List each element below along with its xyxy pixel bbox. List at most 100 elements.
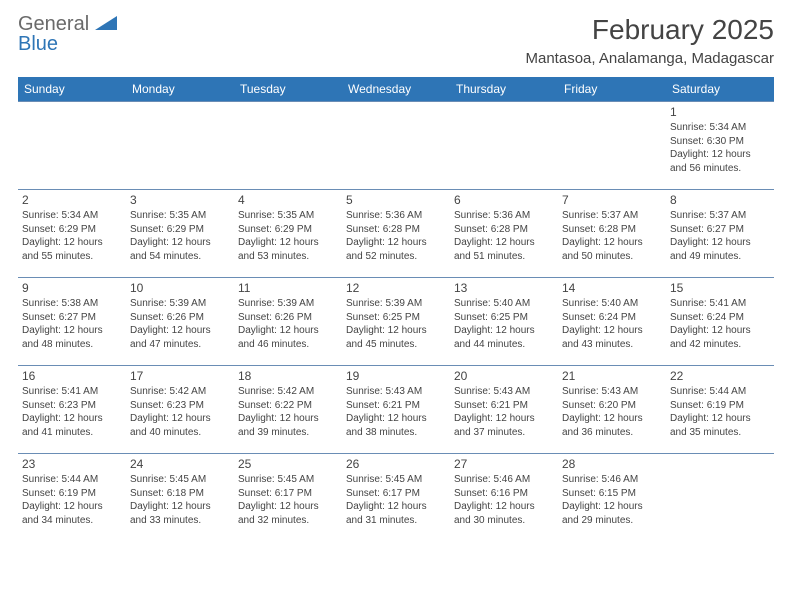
calendar-day-cell: 23 Sunrise: 5:44 AMSunset: 6:19 PMDayligh… bbox=[18, 454, 126, 542]
day-info: Sunrise: 5:36 AMSunset: 6:28 PMDaylight:… bbox=[454, 209, 554, 263]
day-number: 1 bbox=[670, 105, 770, 119]
calendar-week-row: 9 Sunrise: 5:38 AMSunset: 6:27 PMDaylight… bbox=[18, 278, 774, 366]
calendar-day-cell: 5Sunrise: 5:36 AMSunset: 6:28 PMDaylight… bbox=[342, 190, 450, 278]
calendar-day-cell: 15 Sunrise: 5:41 AMSunset: 6:24 PMDayligh… bbox=[666, 278, 774, 366]
col-header: Sunday bbox=[18, 77, 126, 102]
day-number: 24 bbox=[130, 457, 230, 471]
day-number: 15 bbox=[670, 281, 770, 295]
day-number: 27 bbox=[454, 457, 554, 471]
logo: General Blue bbox=[18, 14, 117, 54]
col-header: Tuesday bbox=[234, 77, 342, 102]
calendar-week-row: 16Sunrise: 5:41 AMSunset: 6:23 PMDayligh… bbox=[18, 366, 774, 454]
day-number: 8 bbox=[670, 193, 770, 207]
col-header: Monday bbox=[126, 77, 234, 102]
col-header: Thursday bbox=[450, 77, 558, 102]
day-info: Sunrise: 5:39 AMSunset: 6:26 PMDaylight:… bbox=[130, 297, 230, 351]
calendar-day-cell bbox=[342, 102, 450, 190]
calendar-day-cell: 27 Sunrise: 5:46 AMSunset: 6:16 PMDayligh… bbox=[450, 454, 558, 542]
day-info: Sunrise: 5:34 AMSunset: 6:29 PMDaylight:… bbox=[22, 209, 122, 263]
calendar-day-cell: 28Sunrise: 5:46 AMSunset: 6:15 PMDayligh… bbox=[558, 454, 666, 542]
day-number: 4 bbox=[238, 193, 338, 207]
day-number: 5 bbox=[346, 193, 446, 207]
header: General Blue February 2025 Mantasoa, Ana… bbox=[18, 14, 774, 67]
day-info: Sunrise: 5:41 AMSunset: 6:24 PMDaylight:… bbox=[670, 297, 770, 351]
day-info: Sunrise: 5:45 AMSunset: 6:18 PMDaylight:… bbox=[130, 473, 230, 527]
calendar-week-row: 23 Sunrise: 5:44 AMSunset: 6:19 PMDayligh… bbox=[18, 454, 774, 542]
calendar-day-cell: 17 Sunrise: 5:42 AMSunset: 6:23 PMDayligh… bbox=[126, 366, 234, 454]
day-info: Sunrise: 5:41 AMSunset: 6:23 PMDaylight:… bbox=[22, 385, 122, 439]
day-info: Sunrise: 5:34 AMSunset: 6:30 PMDaylight:… bbox=[670, 121, 770, 175]
calendar-week-row: 1 Sunrise: 5:34 AMSunset: 6:30 PMDaylight… bbox=[18, 102, 774, 190]
day-number: 26 bbox=[346, 457, 446, 471]
day-info: Sunrise: 5:43 AMSunset: 6:20 PMDaylight:… bbox=[562, 385, 662, 439]
title-block: February 2025 Mantasoa, Analamanga, Mada… bbox=[526, 14, 775, 67]
calendar-day-cell bbox=[234, 102, 342, 190]
calendar-day-cell bbox=[450, 102, 558, 190]
logo-text: General Blue bbox=[18, 14, 117, 54]
day-number: 19 bbox=[346, 369, 446, 383]
day-number: 10 bbox=[130, 281, 230, 295]
calendar-day-cell: 1 Sunrise: 5:34 AMSunset: 6:30 PMDaylight… bbox=[666, 102, 774, 190]
calendar-day-cell: 4 Sunrise: 5:35 AMSunset: 6:29 PMDaylight… bbox=[234, 190, 342, 278]
calendar-day-cell: 18 Sunrise: 5:42 AMSunset: 6:22 PMDayligh… bbox=[234, 366, 342, 454]
day-number: 18 bbox=[238, 369, 338, 383]
day-info: Sunrise: 5:46 AMSunset: 6:15 PMDaylight:… bbox=[562, 473, 662, 527]
calendar-day-cell: 19 Sunrise: 5:43 AMSunset: 6:21 PMDayligh… bbox=[342, 366, 450, 454]
calendar-day-cell bbox=[558, 102, 666, 190]
calendar-day-cell: 21Sunrise: 5:43 AMSunset: 6:20 PMDayligh… bbox=[558, 366, 666, 454]
col-header: Wednesday bbox=[342, 77, 450, 102]
calendar-body: 1 Sunrise: 5:34 AMSunset: 6:30 PMDaylight… bbox=[18, 102, 774, 542]
day-number: 12 bbox=[346, 281, 446, 295]
day-number: 13 bbox=[454, 281, 554, 295]
calendar-day-cell: 24 Sunrise: 5:45 AMSunset: 6:18 PMDayligh… bbox=[126, 454, 234, 542]
location-subtitle: Mantasoa, Analamanga, Madagascar bbox=[526, 50, 775, 67]
day-number: 22 bbox=[670, 369, 770, 383]
calendar-day-cell: 14Sunrise: 5:40 AMSunset: 6:24 PMDayligh… bbox=[558, 278, 666, 366]
page-title: February 2025 bbox=[526, 14, 775, 46]
day-info: Sunrise: 5:43 AMSunset: 6:21 PMDaylight:… bbox=[454, 385, 554, 439]
calendar-day-cell bbox=[18, 102, 126, 190]
day-number: 20 bbox=[454, 369, 554, 383]
day-info: Sunrise: 5:35 AMSunset: 6:29 PMDaylight:… bbox=[130, 209, 230, 263]
day-number: 7 bbox=[562, 193, 662, 207]
calendar-week-row: 2 Sunrise: 5:34 AMSunset: 6:29 PMDaylight… bbox=[18, 190, 774, 278]
calendar-day-cell: 9 Sunrise: 5:38 AMSunset: 6:27 PMDaylight… bbox=[18, 278, 126, 366]
calendar-day-cell: 3Sunrise: 5:35 AMSunset: 6:29 PMDaylight… bbox=[126, 190, 234, 278]
day-number: 11 bbox=[238, 281, 338, 295]
day-info: Sunrise: 5:42 AMSunset: 6:22 PMDaylight:… bbox=[238, 385, 338, 439]
logo-text-blue: Blue bbox=[18, 33, 58, 55]
calendar-day-cell: 10 Sunrise: 5:39 AMSunset: 6:26 PMDayligh… bbox=[126, 278, 234, 366]
calendar-day-cell: 16Sunrise: 5:41 AMSunset: 6:23 PMDayligh… bbox=[18, 366, 126, 454]
day-info: Sunrise: 5:40 AMSunset: 6:25 PMDaylight:… bbox=[454, 297, 554, 351]
day-info: Sunrise: 5:37 AMSunset: 6:28 PMDaylight:… bbox=[562, 209, 662, 263]
logo-triangle-icon bbox=[95, 14, 117, 34]
day-info: Sunrise: 5:45 AMSunset: 6:17 PMDaylight:… bbox=[238, 473, 338, 527]
day-info: Sunrise: 5:45 AMSunset: 6:17 PMDaylight:… bbox=[346, 473, 446, 527]
logo-text-general: General bbox=[18, 13, 89, 35]
day-info: Sunrise: 5:43 AMSunset: 6:21 PMDaylight:… bbox=[346, 385, 446, 439]
day-info: Sunrise: 5:39 AMSunset: 6:25 PMDaylight:… bbox=[346, 297, 446, 351]
day-info: Sunrise: 5:38 AMSunset: 6:27 PMDaylight:… bbox=[22, 297, 122, 351]
calendar-day-cell: 26 Sunrise: 5:45 AMSunset: 6:17 PMDayligh… bbox=[342, 454, 450, 542]
day-info: Sunrise: 5:46 AMSunset: 6:16 PMDaylight:… bbox=[454, 473, 554, 527]
calendar-day-cell: 25Sunrise: 5:45 AMSunset: 6:17 PMDayligh… bbox=[234, 454, 342, 542]
calendar-day-cell: 11Sunrise: 5:39 AMSunset: 6:26 PMDayligh… bbox=[234, 278, 342, 366]
day-number: 23 bbox=[22, 457, 122, 471]
calendar-header-row: Sunday Monday Tuesday Wednesday Thursday… bbox=[18, 77, 774, 102]
calendar-table: Sunday Monday Tuesday Wednesday Thursday… bbox=[18, 77, 774, 542]
day-info: Sunrise: 5:35 AMSunset: 6:29 PMDaylight:… bbox=[238, 209, 338, 263]
calendar-day-cell: 7 Sunrise: 5:37 AMSunset: 6:28 PMDaylight… bbox=[558, 190, 666, 278]
day-number: 17 bbox=[130, 369, 230, 383]
day-number: 6 bbox=[454, 193, 554, 207]
calendar-day-cell bbox=[126, 102, 234, 190]
day-info: Sunrise: 5:42 AMSunset: 6:23 PMDaylight:… bbox=[130, 385, 230, 439]
day-number: 2 bbox=[22, 193, 122, 207]
calendar-day-cell: 2 Sunrise: 5:34 AMSunset: 6:29 PMDaylight… bbox=[18, 190, 126, 278]
calendar-day-cell: 13 Sunrise: 5:40 AMSunset: 6:25 PMDayligh… bbox=[450, 278, 558, 366]
day-number: 9 bbox=[22, 281, 122, 295]
col-header: Friday bbox=[558, 77, 666, 102]
calendar-day-cell: 20 Sunrise: 5:43 AMSunset: 6:21 PMDayligh… bbox=[450, 366, 558, 454]
day-info: Sunrise: 5:44 AMSunset: 6:19 PMDaylight:… bbox=[22, 473, 122, 527]
col-header: Saturday bbox=[666, 77, 774, 102]
day-info: Sunrise: 5:44 AMSunset: 6:19 PMDaylight:… bbox=[670, 385, 770, 439]
